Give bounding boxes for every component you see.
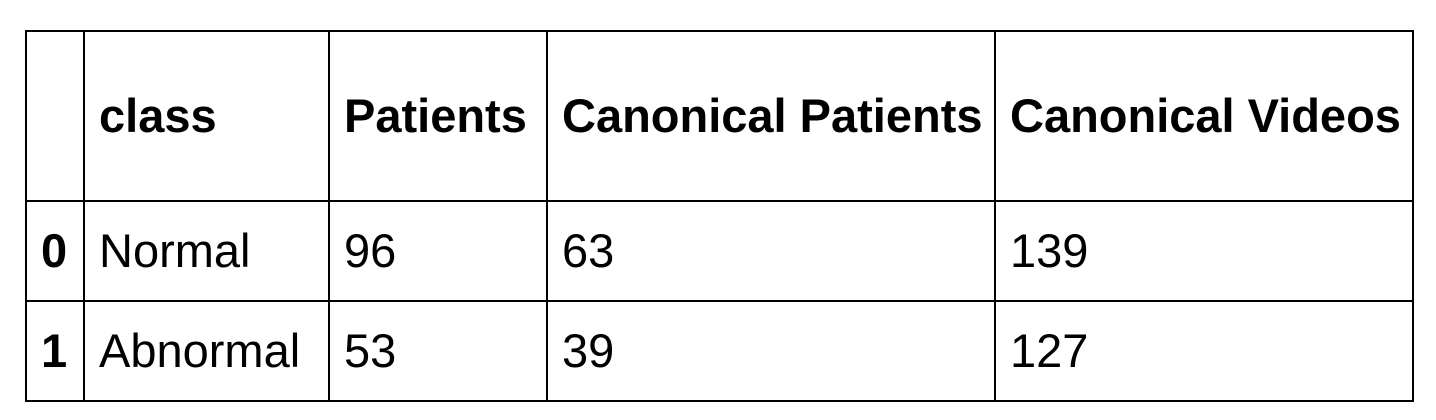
cell-canonical-patients: 63 <box>546 200 996 302</box>
column-header-class: class <box>83 30 330 202</box>
table-row: 1 Abnormal 53 39 127 <box>25 300 1414 402</box>
dataframe-container: class Patients Canonical Patients Canoni… <box>25 30 1414 402</box>
cell-canonical-videos: 139 <box>994 200 1414 302</box>
cell-canonical-videos: 127 <box>994 300 1414 402</box>
row-index: 1 <box>25 300 85 402</box>
column-header-canonical-videos: Canonical Videos <box>994 30 1414 202</box>
row-index: 0 <box>25 200 85 302</box>
cell-canonical-patients: 39 <box>546 300 996 402</box>
data-table: class Patients Canonical Patients Canoni… <box>25 30 1414 402</box>
table-body: 0 Normal 96 63 139 1 Abnormal 53 39 127 <box>25 200 1414 402</box>
column-header-canonical-patients: Canonical Patients <box>546 30 996 202</box>
header-row: class Patients Canonical Patients Canoni… <box>25 30 1414 202</box>
cell-patients: 53 <box>328 300 548 402</box>
cell-class: Abnormal <box>83 300 330 402</box>
table-row: 0 Normal 96 63 139 <box>25 200 1414 302</box>
cell-patients: 96 <box>328 200 548 302</box>
index-column-header <box>25 30 85 202</box>
column-header-patients: Patients <box>328 30 548 202</box>
cell-class: Normal <box>83 200 330 302</box>
table-header: class Patients Canonical Patients Canoni… <box>25 30 1414 202</box>
